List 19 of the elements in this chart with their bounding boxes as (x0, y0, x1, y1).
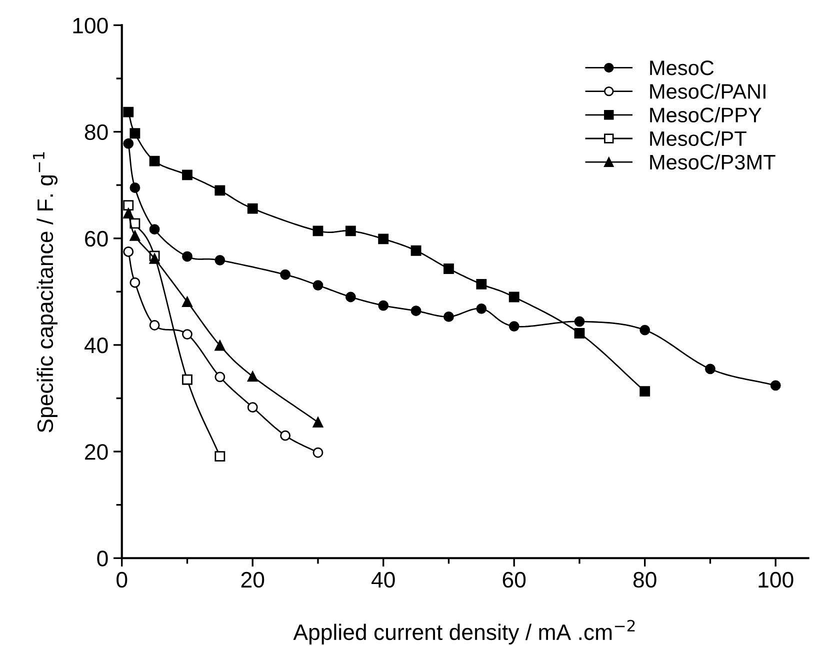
x-axis-title: Applied current density / mA .cm$^{−2}$ (293, 620, 635, 644)
y-tick-label: 40 (84, 338, 108, 354)
legend-label: MesoC/PT (650, 130, 746, 146)
x-tick-label: 0 (116, 572, 128, 588)
y-tick-label: 60 (85, 230, 108, 247)
x-tick-label: 60 (502, 572, 526, 588)
x-tick-label: 40 (372, 572, 395, 588)
x-tick-label: 100 (758, 572, 794, 588)
y-tick-label: 0 (97, 550, 108, 566)
y-tick-label: 100 (73, 18, 108, 34)
y-tick-label: 20 (85, 444, 108, 460)
y-axis-title: Specific capacitance / F. g$^{−1}$ (33, 152, 58, 432)
legend-label: MesoC/PANI (650, 84, 766, 99)
legend-label: MesoC/P3MT (650, 154, 776, 170)
x-tick-label: 80 (633, 572, 656, 588)
x-tick-label: 20 (241, 572, 264, 588)
legend-label: MesoC (650, 60, 714, 76)
legend-label: MesoC/PPY (650, 107, 762, 122)
y-tick-label: 80 (84, 124, 108, 140)
